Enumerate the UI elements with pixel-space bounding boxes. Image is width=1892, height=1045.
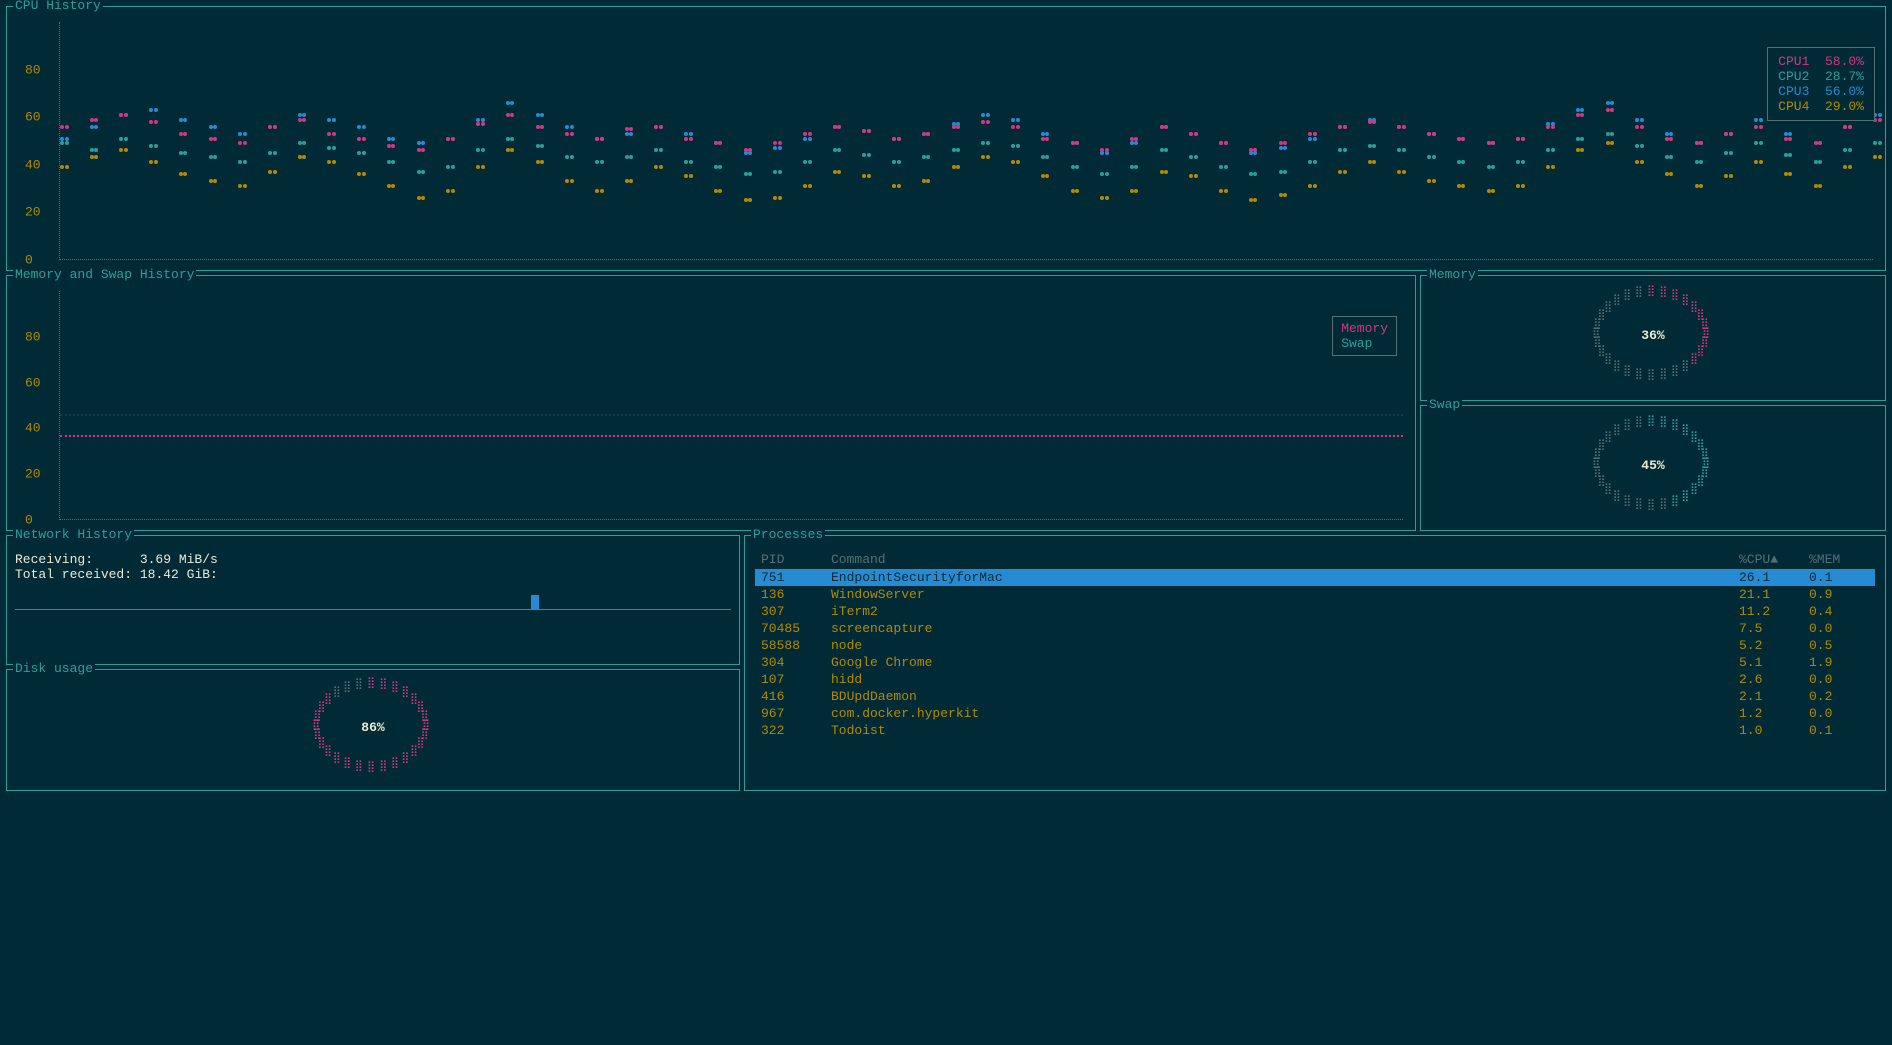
process-command: Todoist — [831, 723, 1739, 738]
memory-y-axis: 020406080 — [25, 291, 55, 520]
process-command: node — [831, 638, 1739, 653]
cpu-legend-row: CPU2 28.7% — [1778, 69, 1864, 84]
col-mem[interactable]: %MEM — [1809, 552, 1869, 567]
network-body: Receiving: 3.69 MiB/s Total received: 18… — [7, 536, 739, 616]
process-pid: 967 — [761, 706, 831, 721]
process-command: Google Chrome — [831, 655, 1739, 670]
process-cpu: 5.1 — [1739, 655, 1809, 670]
process-cpu: 1.0 — [1739, 723, 1809, 738]
memory-history-title: Memory and Swap History — [13, 267, 196, 282]
process-pid: 751 — [761, 570, 831, 585]
processes-panel: Processes PID Command %CPU▲ %MEM 751Endp… — [744, 535, 1886, 791]
network-history-panel: Network History Receiving: 3.69 MiB/s To… — [6, 535, 740, 665]
memory-plot-area — [59, 291, 1403, 520]
disk-usage-panel: Disk usage 86% ⣿⣿⣿⣿⣿⣿⣿⣿⣿⣿⣿⣿⣿⣿⣿⣿⣿⣿⣿⣿⣿⣿⣿⣿⣿… — [6, 669, 740, 791]
processes-body: PID Command %CPU▲ %MEM 751EndpointSecuri… — [745, 536, 1885, 745]
process-mem: 0.5 — [1809, 638, 1869, 653]
process-cpu: 2.1 — [1739, 689, 1809, 704]
process-command: BDUpdDaemon — [831, 689, 1739, 704]
process-cpu: 2.6 — [1739, 672, 1809, 687]
process-command: com.docker.hyperkit — [831, 706, 1739, 721]
process-row[interactable]: 70485screencapture7.50.0 — [755, 620, 1875, 637]
process-row[interactable]: 107hidd2.60.0 — [755, 671, 1875, 688]
memory-gauge-value: 36% — [1593, 328, 1713, 343]
cpu-history-panel: CPU History 020406080 CPU1 58.0%CPU2 28.… — [6, 6, 1886, 271]
process-pid: 304 — [761, 655, 831, 670]
process-row[interactable]: 136WindowServer21.10.9 — [755, 586, 1875, 603]
process-row[interactable]: 751EndpointSecurityforMac26.10.1 — [755, 569, 1875, 586]
network-history-title: Network History — [13, 527, 134, 542]
process-cpu: 1.2 — [1739, 706, 1809, 721]
disk-gauge-value: 86% — [313, 720, 433, 735]
process-row[interactable]: 58588node5.20.5 — [755, 637, 1875, 654]
cpu-plot-area — [59, 22, 1873, 260]
process-mem: 0.1 — [1809, 723, 1869, 738]
process-pid: 58588 — [761, 638, 831, 653]
process-pid: 416 — [761, 689, 831, 704]
memory-legend-row: Memory — [1341, 321, 1388, 336]
network-receiving-value: 3.69 MiB/s — [140, 552, 218, 567]
processes-title: Processes — [751, 527, 825, 542]
process-command: WindowServer — [831, 587, 1739, 602]
process-pid: 136 — [761, 587, 831, 602]
memory-chart: 020406080 — [25, 291, 1403, 520]
process-mem: 0.0 — [1809, 672, 1869, 687]
process-command: EndpointSecurityforMac — [831, 570, 1739, 585]
cpu-legend: CPU1 58.0%CPU2 28.7%CPU3 56.0%CPU4 29.0% — [1767, 47, 1875, 121]
process-cpu: 5.2 — [1739, 638, 1809, 653]
process-row[interactable]: 322Todoist1.00.1 — [755, 722, 1875, 739]
network-total-row: Total received: 18.42 GiB: — [15, 567, 731, 582]
memory-history-panel: Memory and Swap History 020406080 Memory… — [6, 275, 1416, 531]
process-pid: 107 — [761, 672, 831, 687]
process-mem: 1.9 — [1809, 655, 1869, 670]
memory-legend-row: Swap — [1341, 336, 1388, 351]
process-command: screencapture — [831, 621, 1739, 636]
network-receiving-label: Receiving: — [15, 552, 93, 567]
process-row[interactable]: 416BDUpdDaemon2.10.2 — [755, 688, 1875, 705]
memory-legend: MemorySwap — [1332, 316, 1397, 356]
memory-series-line — [60, 435, 1403, 437]
cpu-legend-row: CPU4 29.0% — [1778, 99, 1864, 114]
cpu-chart: 020406080 — [25, 22, 1873, 260]
process-command: iTerm2 — [831, 604, 1739, 619]
process-mem: 0.4 — [1809, 604, 1869, 619]
process-mem: 0.0 — [1809, 706, 1869, 721]
cpu-history-title: CPU History — [13, 0, 103, 13]
process-pid: 70485 — [761, 621, 831, 636]
swap-series-line — [60, 414, 1403, 416]
process-cpu: 11.2 — [1739, 604, 1809, 619]
process-cpu: 26.1 — [1739, 570, 1809, 585]
swap-gauge-value: 45% — [1593, 458, 1713, 473]
process-row[interactable]: 304Google Chrome5.11.9 — [755, 654, 1875, 671]
network-total-value: 18.42 GiB: — [140, 567, 218, 582]
col-pid[interactable]: PID — [761, 552, 831, 567]
process-cpu: 7.5 — [1739, 621, 1809, 636]
col-command[interactable]: Command — [831, 552, 1739, 567]
process-cpu: 21.1 — [1739, 587, 1809, 602]
process-mem: 0.2 — [1809, 689, 1869, 704]
memory-gauge: 36% ⣿⣿⣿⣿⣿⣿⣿⣿⣿⣿⣿⣿⣿⣿⣿⣿⣿⣿⣿⣿⣿⣿⣿⣿⣿⣿⣿⣿ — [1593, 288, 1713, 388]
memory-gauge-panel: Memory 36% ⣿⣿⣿⣿⣿⣿⣿⣿⣿⣿⣿⣿⣿⣿⣿⣿⣿⣿⣿⣿⣿⣿⣿⣿⣿⣿⣿⣿ — [1420, 275, 1886, 401]
process-row[interactable]: 967com.docker.hyperkit1.20.0 — [755, 705, 1875, 722]
process-mem: 0.0 — [1809, 621, 1869, 636]
process-command: hidd — [831, 672, 1739, 687]
cpu-y-axis: 020406080 — [25, 22, 55, 260]
cpu-legend-row: CPU1 58.0% — [1778, 54, 1864, 69]
process-pid: 322 — [761, 723, 831, 738]
cpu-legend-row: CPU3 56.0% — [1778, 84, 1864, 99]
processes-rows: 751EndpointSecurityforMac26.10.1136Windo… — [755, 569, 1875, 739]
network-bar — [15, 592, 731, 610]
network-receiving-row: Receiving: 3.69 MiB/s — [15, 552, 731, 567]
disk-gauge: 86% ⣿⣿⣿⣿⣿⣿⣿⣿⣿⣿⣿⣿⣿⣿⣿⣿⣿⣿⣿⣿⣿⣿⣿⣿⣿⣿⣿⣿ — [313, 680, 433, 780]
network-bar-peak — [531, 595, 539, 609]
swap-gauge-panel: Swap 45% ⣿⣿⣿⣿⣿⣿⣿⣿⣿⣿⣿⣿⣿⣿⣿⣿⣿⣿⣿⣿⣿⣿⣿⣿⣿⣿⣿⣿ — [1420, 405, 1886, 531]
col-cpu[interactable]: %CPU▲ — [1739, 552, 1809, 567]
process-mem: 0.1 — [1809, 570, 1869, 585]
process-pid: 307 — [761, 604, 831, 619]
process-mem: 0.9 — [1809, 587, 1869, 602]
swap-gauge: 45% ⣿⣿⣿⣿⣿⣿⣿⣿⣿⣿⣿⣿⣿⣿⣿⣿⣿⣿⣿⣿⣿⣿⣿⣿⣿⣿⣿⣿ — [1593, 418, 1713, 518]
network-total-label: Total received: — [15, 567, 132, 582]
process-row[interactable]: 307iTerm211.20.4 — [755, 603, 1875, 620]
processes-header: PID Command %CPU▲ %MEM — [755, 550, 1875, 569]
